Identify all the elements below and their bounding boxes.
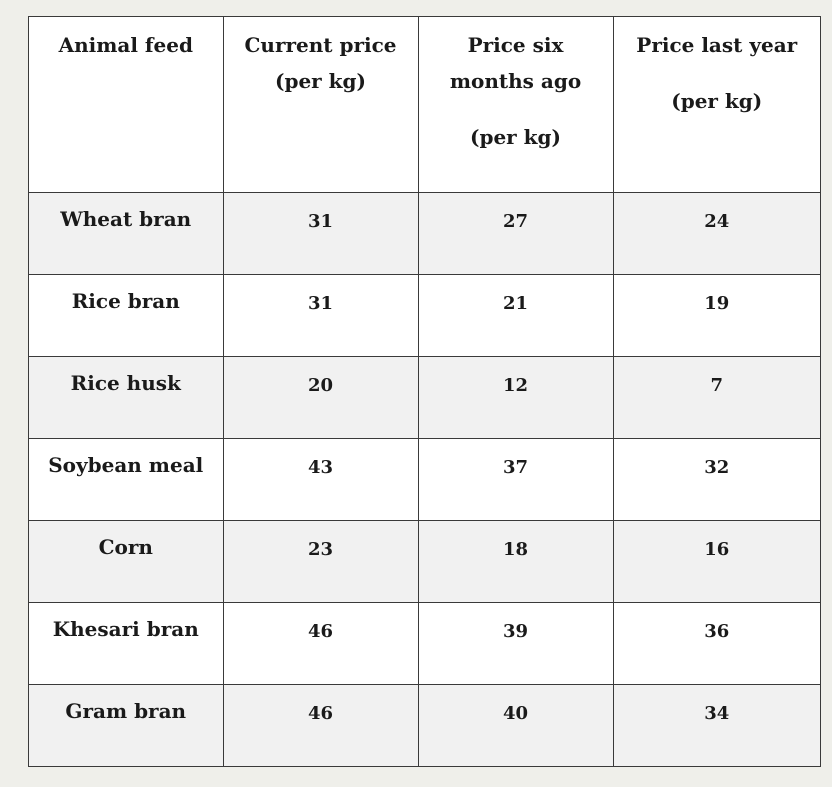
header-current-price-label: Current price: [244, 33, 397, 57]
current-price-cell: 20: [222, 355, 419, 439]
current-price-cell: 46: [222, 601, 419, 685]
last-year-cell: 36: [612, 601, 820, 685]
six-months-ago-cell: 21: [417, 273, 614, 357]
feed-name-cell: Khesari bran: [29, 601, 224, 685]
header-last-year-gap: [614, 63, 821, 83]
last-year-cell: 16: [612, 519, 820, 603]
header-price-last-year: Price last year (per kg): [612, 17, 821, 193]
table-body: Wheat bran 31 27 24 Rice bran 31 21 19 R…: [29, 191, 820, 766]
header-six-months-label-2: months ago: [449, 69, 582, 93]
feed-name-cell: Gram bran: [29, 683, 224, 766]
last-year-cell: 7: [612, 355, 820, 439]
animal-feed-price-table: Animal feed Current price (per kg) Price…: [29, 17, 820, 766]
table-row: Rice bran 31 21 19: [29, 273, 820, 357]
last-year-cell: 34: [612, 683, 820, 766]
last-year-cell: 24: [612, 191, 820, 275]
feed-name-cell: Rice bran: [29, 273, 224, 357]
six-months-ago-cell: 12: [417, 355, 614, 439]
price-table-container: Animal feed Current price (per kg) Price…: [28, 16, 821, 767]
header-six-months-label-1: Price six: [467, 33, 564, 57]
table-header: Animal feed Current price (per kg) Price…: [29, 17, 821, 193]
table-row: Khesari bran 46 39 36: [29, 601, 820, 685]
feed-name-cell: Soybean meal: [29, 437, 224, 521]
current-price-cell: 46: [222, 683, 419, 766]
table-row: Soybean meal 43 37 32: [29, 437, 820, 521]
six-months-ago-cell: 37: [417, 437, 614, 521]
table-row: Corn 23 18 16: [29, 519, 820, 603]
header-row: Animal feed Current price (per kg) Price…: [29, 17, 821, 193]
header-six-months-gap: [419, 99, 613, 119]
six-months-ago-cell: 40: [417, 683, 614, 766]
header-six-months-unit: (per kg): [470, 125, 561, 149]
feed-name-cell: Wheat bran: [29, 191, 224, 275]
last-year-cell: 19: [612, 273, 820, 357]
current-price-cell: 31: [222, 191, 419, 275]
header-animal-feed: Animal feed: [29, 17, 224, 193]
six-months-ago-cell: 27: [417, 191, 614, 275]
feed-name-cell: Rice husk: [29, 355, 224, 439]
header-animal-feed-label: Animal feed: [58, 33, 193, 57]
header-price-six-months-ago: Price six months ago (per kg): [417, 17, 614, 193]
current-price-cell: 31: [222, 273, 419, 357]
feed-name-cell: Corn: [29, 519, 224, 603]
table-row: Wheat bran 31 27 24: [29, 191, 820, 275]
table-row: Gram bran 46 40 34: [29, 683, 820, 766]
current-price-cell: 23: [222, 519, 419, 603]
header-last-year-unit: (per kg): [671, 89, 763, 113]
current-price-cell: 43: [222, 437, 419, 521]
six-months-ago-cell: 39: [417, 601, 614, 685]
header-last-year-label: Price last year: [636, 33, 798, 57]
table-row: Rice husk 20 12 7: [29, 355, 820, 439]
last-year-cell: 32: [612, 437, 820, 521]
header-current-price: Current price (per kg): [222, 17, 419, 193]
header-current-price-unit: (per kg): [275, 69, 366, 93]
six-months-ago-cell: 18: [417, 519, 614, 603]
